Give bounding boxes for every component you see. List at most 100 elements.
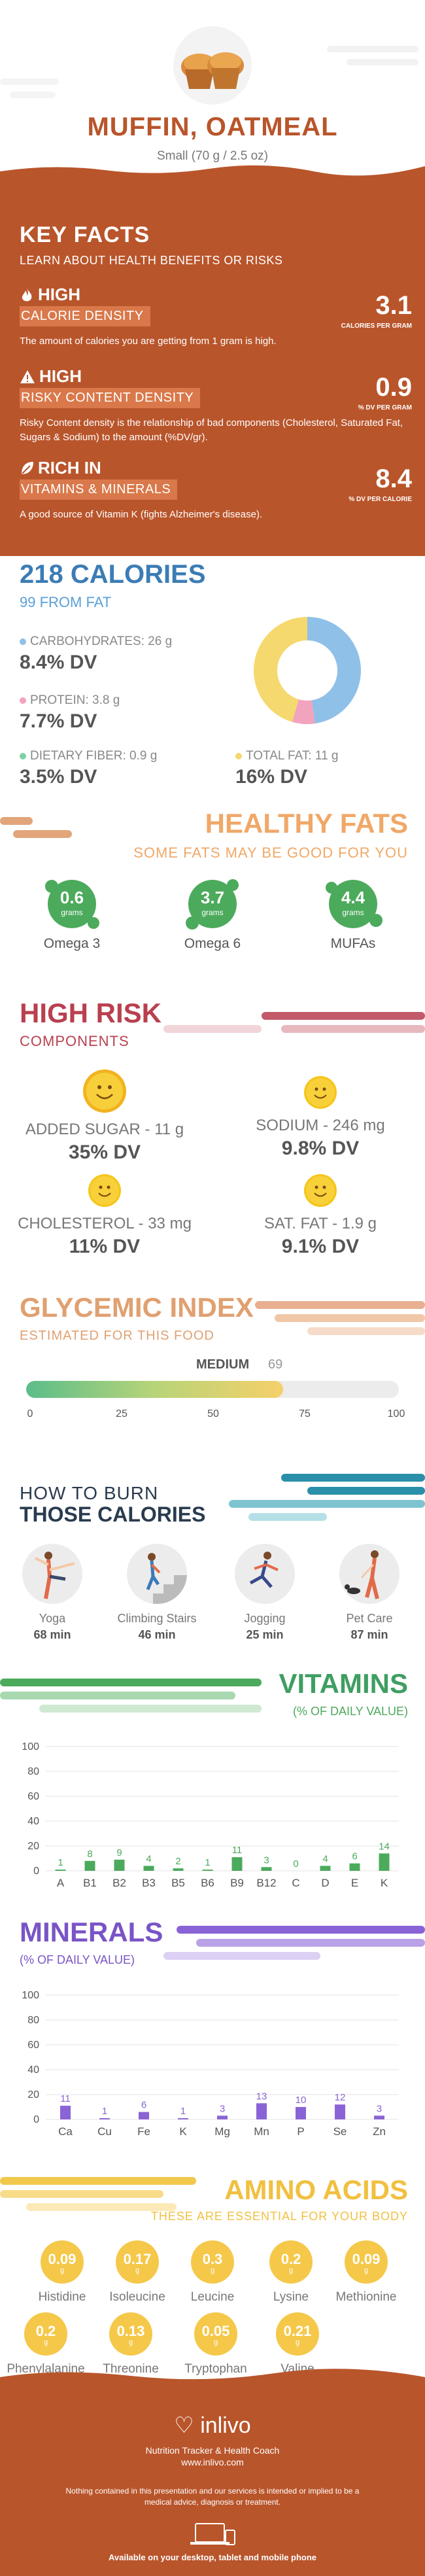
fact-label: RISKY CONTENT DENSITY — [20, 388, 201, 408]
amino-bubble: 0.09 g — [41, 2240, 84, 2284]
glycemic-tick: 25 — [116, 1408, 128, 1419]
bar-value-label: 3 — [264, 1854, 269, 1866]
stairs-icon — [127, 1544, 187, 1604]
y-tick-label: 80 — [27, 2015, 39, 2026]
activity-name: Climbing Stairs — [117, 1612, 197, 1625]
devices-icon — [190, 2523, 235, 2545]
x-tick-label: K — [179, 2125, 187, 2138]
risk-label: ADDED SUGAR - 11 g — [25, 1121, 184, 1138]
risk-label: CHOLESTEROL - 33 mg — [18, 1215, 192, 1232]
risk-dv: 9.1% DV — [281, 1236, 360, 1257]
activity-name: Yoga — [39, 1612, 66, 1625]
amino-value: 0.21 — [283, 2323, 312, 2339]
risk-sodium: SODIUM - 246 mg 9.8% DV — [222, 1076, 418, 1160]
activity-time: 68 min — [33, 1628, 71, 1641]
burn-calories-section: HOW TO BURN THOSE CALORIES Yoga 68 min C… — [0, 1469, 425, 1665]
risk-dv: 11% DV — [69, 1236, 141, 1257]
smiley-icon — [304, 1174, 337, 1207]
amino-bubble: 0.05 g — [194, 2312, 237, 2356]
warning-icon — [20, 370, 35, 383]
amino-value: 0.2 — [280, 2251, 301, 2267]
burn-title-line1: HOW TO BURN — [20, 1483, 159, 1503]
calories-total: 218 CALORIES — [20, 560, 206, 589]
key-facts-title: KEY FACTS — [20, 222, 150, 247]
minerals-section: MINERALS (% OF DAILY VALUE) 0 20 40 60 80 100… — [0, 1917, 425, 2159]
fact-unit: % DV PER GRAM — [358, 404, 412, 411]
y-tick-label: 60 — [27, 2040, 39, 2051]
fat-value: 0.6 — [60, 888, 84, 907]
amino-bubble: 0.09 g — [345, 2240, 388, 2284]
serving-size: Small (70 g / 2.5 oz) — [156, 149, 269, 163]
y-tick-label: 0 — [33, 1866, 39, 1877]
bar-B2 — [114, 1859, 125, 1871]
decor-stripe — [0, 1692, 235, 1699]
brand-logo[interactable]: ♡ inlivo — [0, 2412, 425, 2439]
amino-bubble: 0.3 g — [191, 2240, 234, 2284]
x-tick-label: E — [351, 1877, 358, 1889]
brand-tagline: Nutrition Tracker & Health Coach — [145, 2445, 280, 2456]
x-tick-label: B1 — [83, 1877, 97, 1889]
fat-unit: grams — [342, 908, 364, 917]
brand-url[interactable]: www.inlivo.com — [181, 2457, 244, 2467]
amino-threonine: 0.13 g Threonine — [88, 2312, 173, 2376]
decor-stripe — [26, 2203, 177, 2211]
x-tick-label: B9 — [230, 1877, 244, 1889]
bar-value-label: 13 — [256, 2091, 267, 2102]
muffin-image — [173, 26, 252, 105]
amino-value: 0.3 — [202, 2251, 223, 2267]
healthy-fats-subtitle: SOME FATS MAY BE GOOD FOR YOU — [133, 844, 408, 861]
bar-Ca — [60, 2106, 71, 2119]
amino-title: AMINO ACIDS — [224, 2174, 408, 2205]
activity-time: 46 min — [138, 1628, 176, 1641]
amino-subtitle: THESE ARE ESSENTIAL FOR YOUR BODY — [150, 2210, 408, 2223]
fat-value: 4.4 — [341, 888, 366, 907]
amino-valine: 0.21 g Valine — [255, 2312, 340, 2376]
bar-value-label: 1 — [205, 1857, 210, 1868]
glycemic-bar-fill — [26, 1381, 284, 1398]
activity-name: Pet Care — [346, 1612, 393, 1625]
amino-name: Isoleucine — [109, 2290, 165, 2304]
decor-stripe — [0, 2190, 163, 2198]
footer-wave — [0, 2369, 425, 2388]
glycemic-value: 69 — [268, 1357, 283, 1372]
healthy-fats-section: HEALTHY FATS SOME FATS MAY BE GOOD FOR Y… — [0, 808, 425, 978]
x-tick-label: K — [381, 1877, 388, 1889]
risk-label: SODIUM - 246 mg — [256, 1117, 385, 1134]
header-section: MUFFIN, OATMEAL Small (70 g / 2.5 oz) — [0, 0, 425, 183]
nutrient-dietary-fiber: DIETARY FIBER: 0.9 g 3.5% DV — [20, 749, 157, 788]
amino-unit: g — [210, 2267, 215, 2274]
x-tick-label: Ca — [58, 2125, 73, 2138]
amino-name: Histidine — [38, 2290, 86, 2304]
bar-Cu — [99, 2118, 110, 2119]
pet-care-icon — [339, 1544, 400, 1604]
decor-stripe — [248, 1513, 327, 1521]
bar-E — [349, 1863, 360, 1871]
risk-dv: 9.8% DV — [281, 1138, 360, 1159]
x-tick-label: P — [297, 2125, 304, 2138]
bar-Zn — [374, 2115, 384, 2119]
fact-description: The amount of calories you are getting f… — [20, 336, 277, 347]
bar-value-label: 6 — [141, 2100, 146, 2111]
bar-value-label: 1 — [180, 2106, 186, 2117]
x-tick-label: Mn — [254, 2125, 269, 2138]
risk-cholesterol: CHOLESTEROL - 33 mg 11% DV — [7, 1174, 203, 1258]
activity-time: 25 min — [246, 1628, 284, 1641]
jogging-icon — [235, 1544, 295, 1604]
amino-lysine: 0.2 g Lysine — [248, 2240, 333, 2305]
legend-dot — [20, 697, 26, 704]
activity-jogging: Jogging 25 min — [216, 1544, 314, 1642]
x-tick-label: B5 — [171, 1877, 185, 1889]
fact-level: HIGH — [38, 285, 80, 304]
leaf-icon — [22, 461, 33, 474]
bar-Se — [335, 2104, 345, 2119]
y-tick-label: 40 — [27, 2064, 39, 2076]
amino-unit: g — [364, 2267, 369, 2274]
bar-value-label: 12 — [335, 2092, 346, 2103]
amino-name: Lysine — [273, 2290, 309, 2304]
risk-dv: 35% DV — [68, 1141, 141, 1163]
smiley-icon — [88, 1174, 121, 1207]
amino-bubble: 0.17 g — [116, 2240, 159, 2284]
vitamins-bar-chart: 0 20 40 60 80 100 1 A 8 B1 9 B2 4 B3 2 B5 1 B6 11 B9 3 B12 0 C 4… — [22, 1741, 399, 1889]
bar-D — [320, 1866, 331, 1871]
fact-calorie-density: HIGH CALORIE DENSITY 3.1 CALORIES PER GR… — [20, 285, 412, 349]
